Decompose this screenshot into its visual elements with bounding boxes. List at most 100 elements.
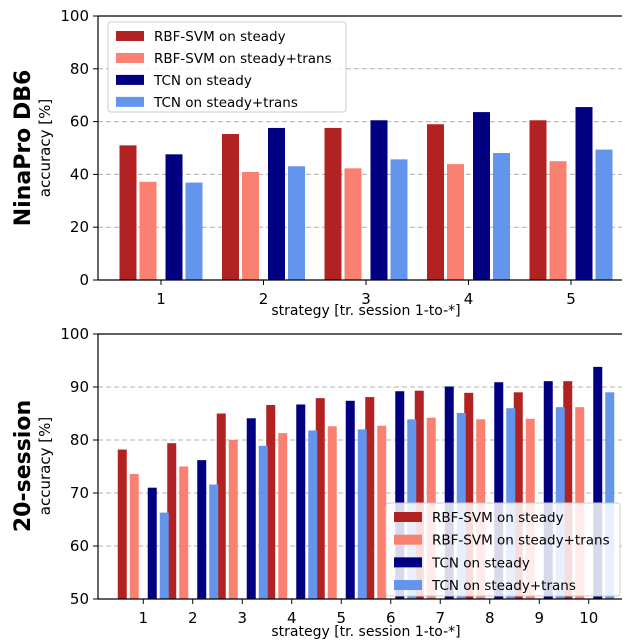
bar-4-5 xyxy=(595,149,613,280)
y-tick-label: 80 xyxy=(70,431,89,449)
legend: RBF-SVM on steady RBF-SVM on steady+trans… xyxy=(385,502,621,597)
x-tick-label: 4 xyxy=(287,609,297,627)
bar-1-1 xyxy=(119,145,137,280)
row-title: 20-session xyxy=(11,400,36,532)
legend-swatch xyxy=(394,580,422,591)
bar-2-4 xyxy=(447,164,464,280)
bar-1-3 xyxy=(324,127,342,280)
y-tick-label: 50 xyxy=(70,590,89,608)
bar-4-1 xyxy=(185,182,203,280)
legend-swatch xyxy=(394,557,422,568)
panel-2: 50 60 70 80 90 100 1 2 3 4 5 6 7 8 9 10 strategy [tr. se… xyxy=(11,325,622,640)
legend-label: TCN on steady xyxy=(431,555,530,571)
legend: RBF-SVM on steady RBF-SVM on steady+trans… xyxy=(107,21,347,113)
bar-4-3 xyxy=(390,159,408,280)
x-tick-label: 10 xyxy=(579,609,598,627)
y-axis-label: accuracy [%] xyxy=(36,417,54,515)
bar-2-2 xyxy=(242,172,259,280)
legend-swatch xyxy=(394,534,422,545)
x-tick-label: 1 xyxy=(156,290,166,308)
bar-3-5 xyxy=(345,400,355,599)
x-tick-label: 5 xyxy=(336,609,346,627)
bar-1-7 xyxy=(414,390,424,599)
bar-3-2 xyxy=(197,460,207,599)
y-tick-label: 100 xyxy=(60,325,89,343)
bar-2-2 xyxy=(179,466,189,599)
bar-3-4 xyxy=(473,112,490,280)
y-axis-label: accuracy [%] xyxy=(36,99,54,197)
legend-label: RBF-SVM on steady xyxy=(432,510,564,526)
bar-1-9 xyxy=(513,392,523,599)
bar-1-6 xyxy=(365,397,375,599)
bar-2-1 xyxy=(139,181,157,280)
bar-3-8 xyxy=(494,382,504,599)
bar-1-5 xyxy=(529,120,547,280)
bar-3-4 xyxy=(296,404,306,599)
legend-frame xyxy=(107,21,347,113)
bar-3-9 xyxy=(543,381,553,599)
bar-3-1 xyxy=(147,487,157,599)
bar-4-10 xyxy=(605,392,615,599)
bar-3-7 xyxy=(444,386,454,599)
y-tick-label: 100 xyxy=(60,7,89,25)
bar-3-5 xyxy=(575,107,593,280)
legend-swatch xyxy=(116,74,144,85)
y-tick-label: 0 xyxy=(79,271,89,289)
bar-1-5 xyxy=(315,398,325,599)
bar-2-5 xyxy=(327,426,337,599)
y-tick-label: 20 xyxy=(70,218,89,236)
bar-4-2 xyxy=(209,484,219,599)
legend-swatch xyxy=(116,31,144,41)
bar-4-4 xyxy=(308,430,318,599)
y-tick-label: 60 xyxy=(70,113,89,131)
legend-label: RBF-SVM on steady+trans xyxy=(432,533,610,549)
bar-1-2 xyxy=(222,134,239,280)
bar-2-6 xyxy=(377,425,387,599)
legend-label: RBF-SVM on steady xyxy=(154,29,286,45)
legend-label: TCN on steady+trans xyxy=(431,578,576,594)
bar-3-3 xyxy=(246,418,256,599)
x-tick-label: 8 xyxy=(485,609,495,627)
x-tick-label: 6 xyxy=(386,609,396,627)
bar-1-8 xyxy=(464,392,474,599)
legend-swatch xyxy=(394,512,422,522)
x-tick-label: 3 xyxy=(361,290,371,308)
bar-1-4 xyxy=(266,405,276,599)
x-tick-label: 9 xyxy=(534,609,544,627)
y-tick-label: 70 xyxy=(70,484,89,502)
bar-1-10 xyxy=(563,381,573,599)
bar-3-2 xyxy=(268,127,285,280)
x-tick-label: 7 xyxy=(435,609,445,627)
bar-3-1 xyxy=(165,154,183,280)
legend-swatch xyxy=(116,96,144,107)
bar-4-2 xyxy=(288,166,305,280)
bar-4-4 xyxy=(493,153,510,280)
panel-1: 0 20 40 60 80 100 1 2 3 4 5 strategy [tr. session 1… xyxy=(11,7,622,319)
bar-3-3 xyxy=(370,120,388,280)
x-axis-label: strategy [tr. session 1-to-*] xyxy=(271,624,460,640)
bar-2-3 xyxy=(344,168,362,280)
y-tick-label: 90 xyxy=(70,378,89,396)
legend-label: TCN on steady+trans xyxy=(153,95,298,111)
legend-label: RBF-SVM on steady+trans xyxy=(154,51,332,67)
bar-4-1 xyxy=(159,512,169,599)
x-tick-label: 4 xyxy=(464,290,474,308)
row-title: NinaPro DB6 xyxy=(11,70,36,227)
y-tick-label: 40 xyxy=(70,165,89,183)
bar-2-4 xyxy=(278,433,288,599)
bar-2-3 xyxy=(228,440,238,599)
bar-3-6 xyxy=(395,391,405,599)
bar-1-1 xyxy=(117,449,127,599)
x-tick-label: 1 xyxy=(138,609,148,627)
bar-1-4 xyxy=(427,124,444,281)
y-tick-label: 80 xyxy=(70,60,89,78)
bar-2-1 xyxy=(129,473,139,599)
x-tick-label: 2 xyxy=(259,290,269,308)
x-axis-label: strategy [tr. session 1-to-*] xyxy=(271,303,460,319)
bar-1-3 xyxy=(216,413,226,599)
bar-4-3 xyxy=(258,445,268,599)
legend-frame xyxy=(385,502,621,597)
bar-1-2 xyxy=(167,443,177,599)
bar-3-10 xyxy=(593,366,603,599)
bar-4-5 xyxy=(357,429,367,599)
